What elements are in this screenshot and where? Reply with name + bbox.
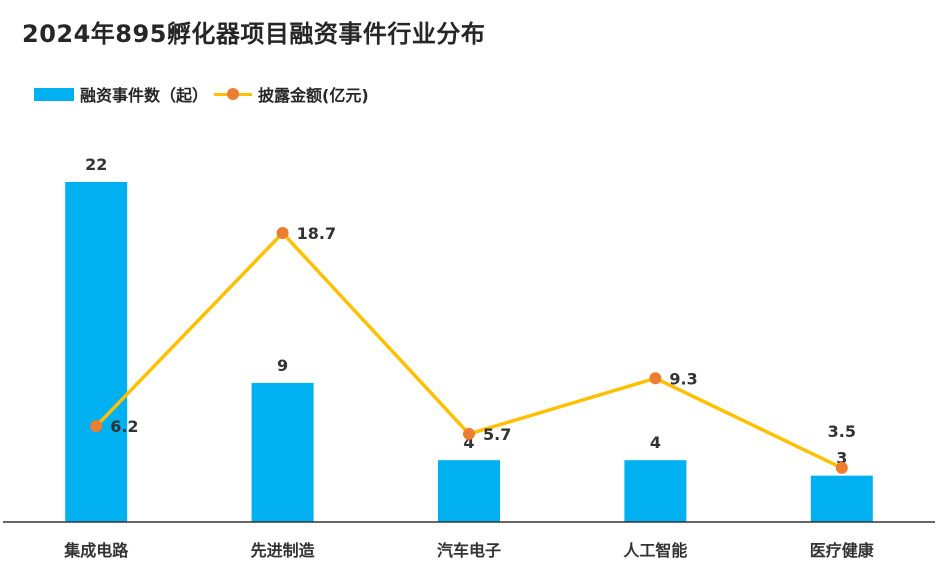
line-value-label-1: 6.2 xyxy=(110,417,138,436)
line-point-5 xyxy=(835,461,848,474)
line-point-2 xyxy=(276,227,289,239)
line-value-label-5: 3.5 xyxy=(828,422,856,441)
line-point-1 xyxy=(90,420,103,433)
x-tick-label-5: 医疗健康 xyxy=(810,541,875,560)
bar-value-label-5: 3 xyxy=(836,449,847,468)
chart-title: 2024年895孵化器项目融资事件行业分布 xyxy=(22,20,486,48)
legend-bar-swatch xyxy=(34,87,74,101)
bar-4 xyxy=(624,460,687,522)
legend: 融资事件数（起） 披露金额(亿元) xyxy=(34,82,375,106)
legend-line-swatch xyxy=(214,87,253,101)
x-tick-label-1: 集成电路 xyxy=(63,541,129,560)
legend-bar-label: 融资事件数（起） xyxy=(80,86,209,105)
bar-value-label-1: 22 xyxy=(85,155,107,174)
legend-item-bar: 融资事件数（起） xyxy=(34,82,208,106)
x-tick-label-4: 人工智能 xyxy=(623,541,687,560)
line-value-label-4: 9.3 xyxy=(669,369,697,388)
line-point-3 xyxy=(463,427,475,440)
bar-value-label-3: 4 xyxy=(463,433,474,452)
line-point-4 xyxy=(649,372,662,385)
legend-item-line: 披露金额(亿元) xyxy=(214,82,369,106)
bar-2 xyxy=(251,382,314,522)
bar-3 xyxy=(438,460,500,522)
x-tick-label-3: 汽车电子 xyxy=(437,541,501,560)
legend-line-label: 披露金额(亿元) xyxy=(258,86,369,105)
line-value-label-2: 18.7 xyxy=(297,224,336,243)
line-value-label-3: 5.7 xyxy=(483,425,511,444)
x-tick-label-2: 先进制造 xyxy=(251,541,316,560)
bar-value-label-2: 9 xyxy=(277,356,288,375)
bar-value-label-4: 4 xyxy=(650,433,661,452)
bar-1 xyxy=(65,182,128,522)
bar-5 xyxy=(810,475,873,522)
